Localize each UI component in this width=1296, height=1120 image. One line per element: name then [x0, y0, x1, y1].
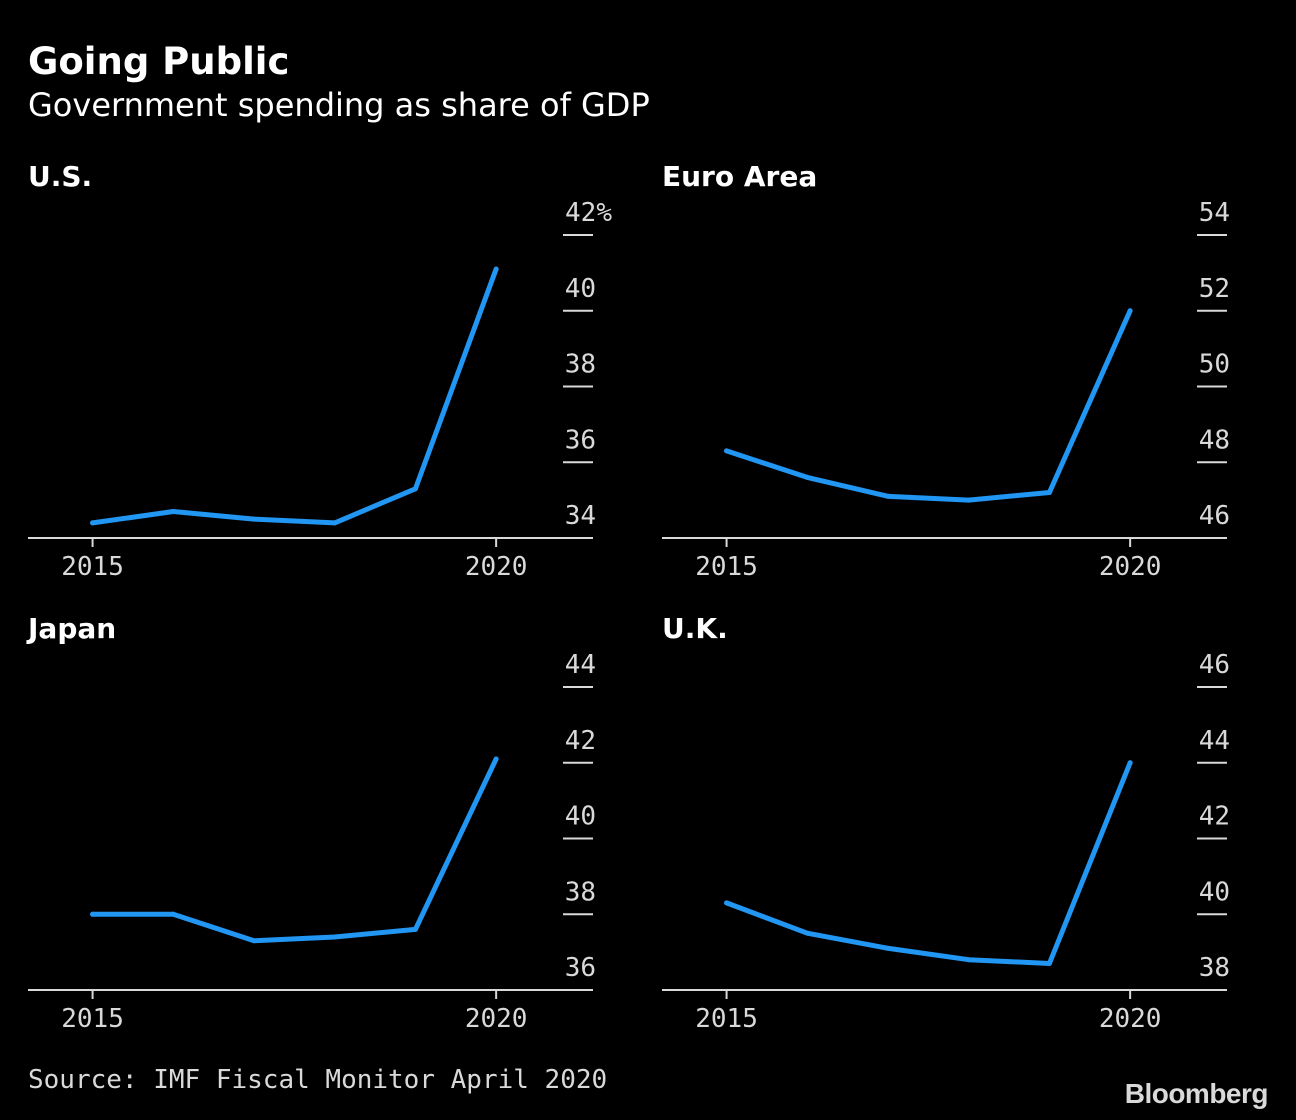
y-tick-label: 50 — [1199, 350, 1230, 380]
data-point — [1046, 490, 1052, 496]
series-line — [90, 756, 499, 944]
x-tick-label: 2020 — [465, 552, 528, 582]
chart-panel-1: U.S. 34 36 38 40 42% 2015 2020 — [28, 160, 612, 582]
x-tick-label: 2020 — [465, 1004, 528, 1034]
chart-panel-3: Japan 36 38 40 42 44 2015 2020 — [26, 612, 596, 1034]
data-point — [966, 497, 972, 503]
y-tick-label: 36 — [565, 953, 596, 983]
y-tick-label: 44 — [1199, 726, 1230, 756]
chart-title: Going Public — [28, 40, 290, 83]
panel-title: Japan — [26, 612, 116, 645]
chart-panel-4: U.K. 38 40 42 44 46 2015 2020 — [662, 612, 1230, 1034]
data-point — [251, 938, 257, 944]
y-tick-label: 48 — [1199, 425, 1230, 455]
x-tick-label: 2015 — [695, 552, 758, 582]
y-tick-label: 38 — [565, 877, 596, 907]
data-point — [90, 520, 96, 526]
source-note: Source: IMF Fiscal Monitor April 2020 — [28, 1065, 608, 1095]
data-point — [724, 448, 730, 454]
x-tick-label: 2020 — [1099, 1004, 1162, 1034]
y-tick-label: 40 — [565, 274, 596, 304]
x-tick-label: 2015 — [695, 1004, 758, 1034]
panel-title: U.S. — [28, 160, 92, 193]
y-tick-label: 46 — [1199, 650, 1230, 680]
x-tick-label: 2020 — [1099, 552, 1162, 582]
y-tick-label: 42 — [1199, 802, 1230, 832]
data-point — [724, 900, 730, 906]
chart-subtitle: Government spending as share of GDP — [28, 86, 650, 124]
y-tick-label: 38 — [1199, 953, 1230, 983]
data-point — [170, 508, 176, 514]
series-line — [90, 266, 499, 526]
y-tick-label: 38 — [565, 350, 596, 380]
data-point — [804, 474, 810, 480]
data-point — [966, 957, 972, 963]
panel-title: U.K. — [662, 612, 728, 645]
y-tick-label: 42% — [565, 198, 612, 228]
y-tick-label: 46 — [1199, 501, 1230, 531]
data-point — [170, 911, 176, 917]
data-point — [1127, 760, 1133, 766]
data-point — [885, 493, 891, 499]
panel-title: Euro Area — [662, 160, 817, 193]
data-point — [90, 911, 96, 917]
y-tick-label: 44 — [565, 650, 596, 680]
data-point — [412, 486, 418, 492]
series-line — [724, 308, 1133, 503]
y-tick-label: 54 — [1199, 198, 1230, 228]
data-point — [412, 926, 418, 932]
data-point — [1046, 960, 1052, 966]
y-tick-label: 52 — [1199, 274, 1230, 304]
y-tick-label: 40 — [565, 802, 596, 832]
data-point — [493, 756, 499, 762]
data-point — [804, 930, 810, 936]
x-tick-label: 2015 — [61, 1004, 124, 1034]
series-line — [724, 760, 1133, 966]
bloomberg-logo: Bloomberg — [1124, 1078, 1269, 1109]
data-point — [1127, 308, 1133, 314]
y-tick-label: 42 — [565, 726, 596, 756]
y-tick-label: 34 — [565, 501, 596, 531]
data-point — [493, 266, 499, 272]
data-point — [332, 934, 338, 940]
data-point — [332, 520, 338, 526]
data-point — [251, 516, 257, 522]
data-point — [885, 945, 891, 951]
chart-panel-2: Euro Area 46 48 50 52 54 2015 2020 — [662, 160, 1230, 582]
y-tick-label: 40 — [1199, 877, 1230, 907]
x-tick-label: 2015 — [61, 552, 124, 582]
y-tick-label: 36 — [565, 425, 596, 455]
